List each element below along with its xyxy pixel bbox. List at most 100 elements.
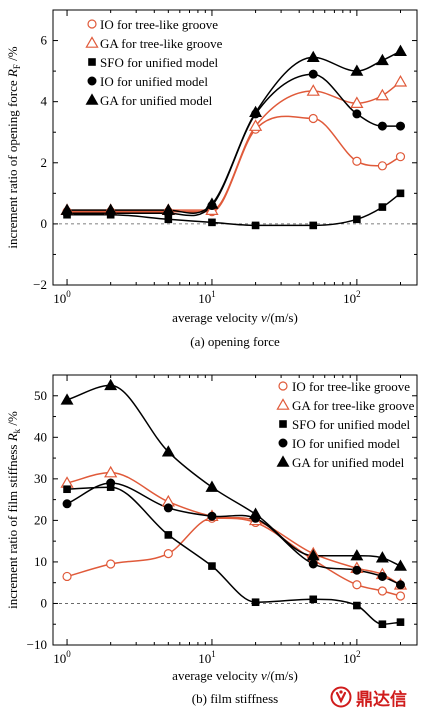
y-tick-label: 10 <box>34 554 47 569</box>
legend-label: GA for unified model <box>292 455 405 470</box>
data-point <box>395 591 406 601</box>
data-point <box>104 378 118 391</box>
data-point <box>104 203 118 215</box>
chart-subtitle: (b) film stiffness <box>192 691 278 706</box>
data-point <box>164 215 173 224</box>
data-point <box>377 161 387 171</box>
x-axis-label: average velocity v/(m/s) <box>172 310 298 325</box>
data-point <box>350 549 364 561</box>
legend-label: GA for tree-like groove <box>100 36 223 51</box>
data-point <box>375 88 390 101</box>
series-markers-0 <box>62 113 406 217</box>
y-tick-label: 2 <box>41 155 48 170</box>
legend-marker <box>87 76 97 86</box>
logo-icon <box>330 686 352 708</box>
data-point <box>395 152 406 162</box>
legend-marker <box>87 19 97 29</box>
data-point <box>60 393 74 405</box>
data-point <box>208 562 216 570</box>
legend-marker <box>276 455 290 467</box>
legend-label: IO for tree-like groove <box>292 379 410 394</box>
data-point <box>308 559 318 569</box>
y-axis-label: increment ratio of film stiffness Rk /% <box>5 411 22 609</box>
data-point <box>377 571 387 581</box>
plot-frame <box>52 9 418 286</box>
legend-label: SFO for unified model <box>100 55 218 70</box>
data-point <box>396 189 405 198</box>
watermark-text: 鼎达信 <box>356 689 407 709</box>
series-line-0 <box>66 115 401 213</box>
data-point <box>394 44 407 56</box>
x-tick-label: 102 <box>343 289 361 306</box>
data-point <box>375 53 389 66</box>
y-tick-label: −10 <box>27 637 47 652</box>
y-tick-label: 20 <box>34 512 47 527</box>
data-point <box>350 64 364 76</box>
data-point <box>106 559 116 569</box>
legend-label: SFO for unified model <box>292 417 410 432</box>
y-tick-label: 50 <box>34 388 47 403</box>
legend-marker <box>85 93 99 105</box>
data-point <box>249 507 263 519</box>
legend: IO for tree-like groove GA for tree-like … <box>85 17 223 108</box>
data-point <box>352 156 362 166</box>
x-tick-label: 101 <box>198 289 216 306</box>
x-tick-label: 102 <box>343 649 361 666</box>
series-line-3 <box>66 482 401 586</box>
data-point <box>352 565 362 575</box>
y-tick-label: 30 <box>34 471 47 486</box>
x-tick-label: 100 <box>53 649 71 666</box>
legend-marker <box>88 58 96 66</box>
data-point <box>352 580 362 590</box>
data-point <box>163 503 173 513</box>
data-point <box>207 511 217 521</box>
data-point <box>353 215 361 224</box>
y-tick-label: 4 <box>41 94 48 109</box>
legend-label: IO for unified model <box>100 74 208 89</box>
data-point <box>161 203 175 215</box>
data-point <box>306 84 320 96</box>
series-markers-3 <box>62 478 405 590</box>
data-point <box>208 218 216 227</box>
series-line-1 <box>66 471 401 586</box>
x-axis-label: average velocity v/(m/s) <box>172 668 298 683</box>
data-point <box>62 499 72 509</box>
x-tick-label: 100 <box>53 289 71 306</box>
data-point <box>205 197 219 209</box>
y-tick-label: 0 <box>41 216 48 231</box>
data-point <box>393 74 408 87</box>
data-point <box>161 445 175 457</box>
data-point <box>163 549 173 559</box>
series-markers-4 <box>60 378 407 571</box>
data-point <box>309 221 318 230</box>
data-point <box>377 586 387 596</box>
y-tick-label: 40 <box>34 429 47 444</box>
data-point <box>106 478 116 488</box>
data-point <box>353 601 361 610</box>
legend-marker <box>278 381 288 391</box>
legend-label: IO for unified model <box>292 436 400 451</box>
legend-marker <box>278 438 288 448</box>
data-point <box>375 551 389 563</box>
data-point <box>60 203 74 215</box>
legend-label: GA for tree-like groove <box>292 398 415 413</box>
legend-label: IO for tree-like groove <box>100 17 218 32</box>
data-point <box>377 121 387 131</box>
legend-marker <box>279 420 287 428</box>
series-line-0 <box>66 517 401 597</box>
data-point <box>104 465 118 478</box>
data-point <box>306 549 320 561</box>
data-point <box>395 580 405 590</box>
data-point <box>251 221 260 230</box>
series-markers-4 <box>60 44 407 215</box>
x-tick-label: 101 <box>198 649 216 666</box>
plot-frame <box>52 374 418 646</box>
chart-subtitle: (a) opening force <box>190 334 280 349</box>
data-point <box>63 485 71 494</box>
data-point <box>309 595 318 604</box>
y-tick-label: 0 <box>41 595 48 610</box>
y-tick-label: −2 <box>33 277 47 292</box>
data-point <box>378 620 387 629</box>
data-point <box>378 203 387 211</box>
